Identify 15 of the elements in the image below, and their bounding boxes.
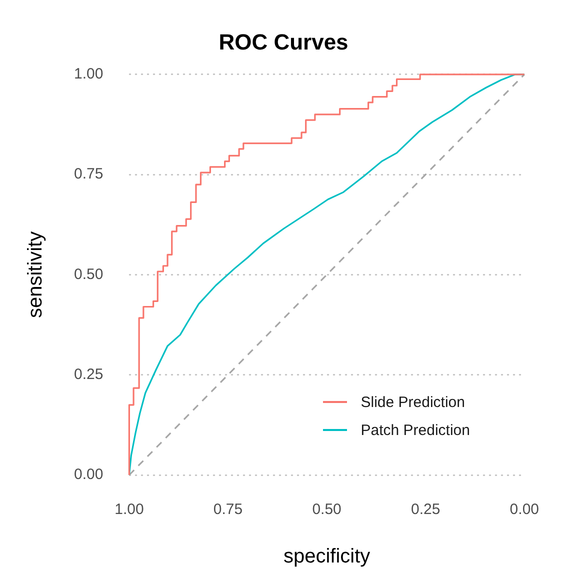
x-axis-title: specificity [283,546,370,568]
y-tick-label: 0.75 [74,166,104,183]
y-tick-label: 0.25 [74,366,104,383]
legend-label: Patch Prediction [360,422,470,438]
chart-title: ROC Curves [218,29,348,54]
x-tick-label: 0.50 [312,501,342,518]
y-tick-label: 1.00 [74,66,104,83]
x-tick-label: 0.25 [411,501,440,518]
y-axis-title: sensitivity [24,231,47,318]
y-tick-label: 0.00 [74,466,104,484]
legend-label: Slide Prediction [360,394,465,410]
y-tick-label: 0.50 [74,266,104,283]
x-tick-label: 0.00 [510,501,540,518]
x-tick-label: 0.75 [213,501,243,518]
x-tick-label: 1.00 [114,501,144,518]
